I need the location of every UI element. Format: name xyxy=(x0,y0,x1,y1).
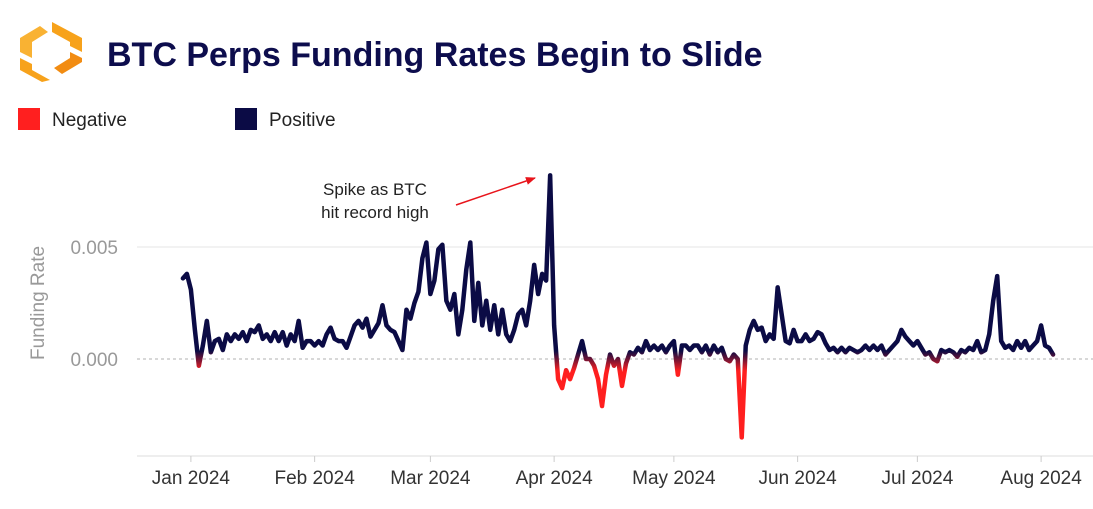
legend-swatch xyxy=(235,108,257,130)
annotation: Spike as BTC xyxy=(323,180,427,199)
logo xyxy=(20,22,82,82)
x-tick-label: Feb 2024 xyxy=(274,468,355,489)
chart-title: BTC Perps Funding Rates Begin to Slide xyxy=(107,36,763,74)
legend: Negative Positive xyxy=(18,108,336,131)
x-tick-label: Aug 2024 xyxy=(1000,468,1082,489)
legend-label: Positive xyxy=(269,110,336,131)
legend-label: Negative xyxy=(52,110,127,131)
y-tick-label: 0.000 xyxy=(70,350,118,371)
x-tick-label: Jun 2024 xyxy=(759,468,838,489)
x-tick-label: May 2024 xyxy=(632,468,716,489)
legend-swatch xyxy=(18,108,40,130)
x-tick-label: Mar 2024 xyxy=(390,468,471,489)
x-tick-label: Jan 2024 xyxy=(152,468,231,489)
data-line xyxy=(180,173,1056,440)
y-axis-label: Funding Rate xyxy=(28,246,49,360)
y-tick-label: 0.005 xyxy=(70,238,118,259)
x-tick-label: Apr 2024 xyxy=(516,468,594,489)
annotation-arrow xyxy=(455,177,536,206)
annotation: hit record high xyxy=(321,203,429,222)
x-tick-label: Jul 2024 xyxy=(881,468,953,489)
